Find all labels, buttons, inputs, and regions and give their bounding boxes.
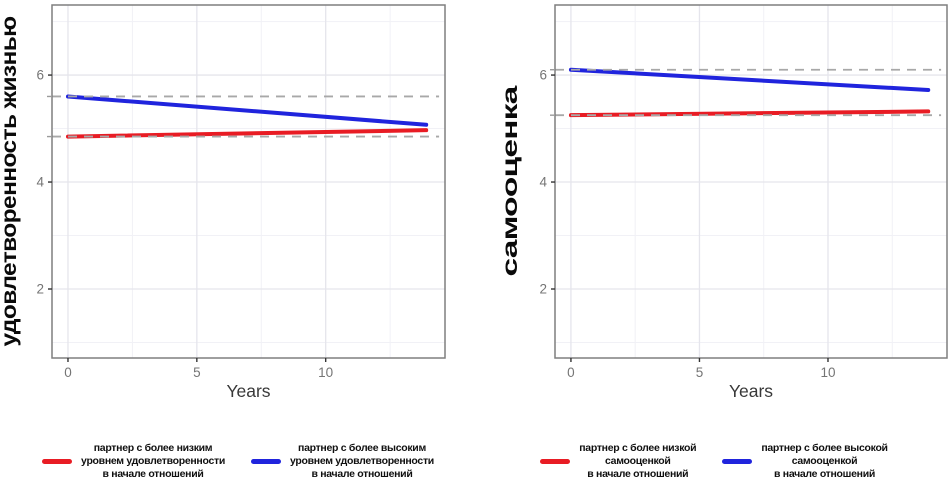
legend-item-blue: партнер с более высокой самооценкой в нача… (722, 442, 888, 481)
x-tick-label: 5 (696, 365, 704, 380)
y-tick-label: 2 (539, 282, 547, 297)
y-axis-title: самооценка (499, 85, 522, 276)
x-tick-label: 10 (820, 365, 835, 380)
plot-self-esteem: 2 4 6 0 5 10 Years самооценка (499, 4, 948, 401)
legend-item-red: партнер с более низкой самооценкой в начал… (540, 442, 697, 481)
legend-item-red: партнер с более низким уровнем удовлетвор… (42, 442, 225, 481)
legend-key-red-line (540, 459, 571, 464)
legend-label: партнер с более низким уровнем удовлетвор… (81, 442, 225, 481)
y-tick-label: 6 (539, 68, 547, 83)
legend-label-line: партнер с более низкой (579, 442, 697, 454)
y-axis-title: удовлетворенность жизнью (0, 16, 21, 347)
series-line-lower-partner (568, 109, 931, 118)
y-tick-label: 4 (539, 175, 547, 190)
chart-life-satisfaction: 2 4 6 0 5 10 Years удовлетворенность жизнью пар… (0, 4, 476, 481)
x-axis-title: Years (226, 381, 270, 401)
legend-label: партнер с более высоким уровнем удовлетво… (290, 442, 434, 481)
legend-label-line: в начале отношений (102, 468, 204, 480)
legend-label-line: в начале отношений (311, 468, 413, 480)
y-tick-label: 4 (36, 175, 44, 190)
x-tick-label: 5 (193, 365, 201, 380)
series-line-lower-partner (65, 128, 429, 139)
legend-label-line: уровнем удовлетворенности (81, 455, 225, 467)
legend-item-blue: партнер с более высоким уровнем удовлетво… (251, 442, 434, 481)
plot-life-satisfaction: 2 4 6 0 5 10 Years удовлетворенность жизнью (0, 4, 446, 401)
x-axis-title: Years (729, 381, 773, 401)
legend-label-line: самооценкой (791, 455, 858, 467)
legend-label: партнер с более высокой самооценкой в нача… (761, 442, 888, 481)
x-tick-label: 0 (567, 365, 575, 380)
legend-life-satisfaction: партнер с более низким уровнем удовлетвор… (0, 442, 476, 481)
legend-label-line: в начале отношений (587, 468, 689, 480)
y-tick-label: 2 (36, 282, 44, 297)
legend-self-esteem: партнер с более низкой самооценкой в начал… (476, 442, 952, 481)
legend-label: партнер с более низкой самооценкой в начал… (579, 442, 696, 481)
legend-key-blue-line (722, 459, 753, 464)
y-tick-label: 6 (36, 68, 44, 83)
x-tick-label: 0 (64, 365, 72, 380)
x-tick-label: 10 (318, 365, 333, 380)
legend-label-line: в начале отношений (774, 468, 876, 480)
legend-label-line: самооценкой (604, 455, 671, 467)
series-line-higher-partner (568, 67, 931, 93)
legend-label-line: партнер с более высокой (761, 442, 888, 454)
legend-label-line: партнер с более низким (93, 442, 213, 454)
chart-self-esteem: 2 4 6 0 5 10 Years самооценка партнер с более н… (476, 0, 952, 504)
legend-label-line: партнер с более высоким (298, 442, 426, 454)
legend-key-red-line (42, 459, 73, 464)
legend-label-line: уровнем удовлетворенности (290, 455, 434, 467)
series-line-higher-partner (65, 94, 429, 127)
legend-key-blue-line (251, 459, 281, 464)
